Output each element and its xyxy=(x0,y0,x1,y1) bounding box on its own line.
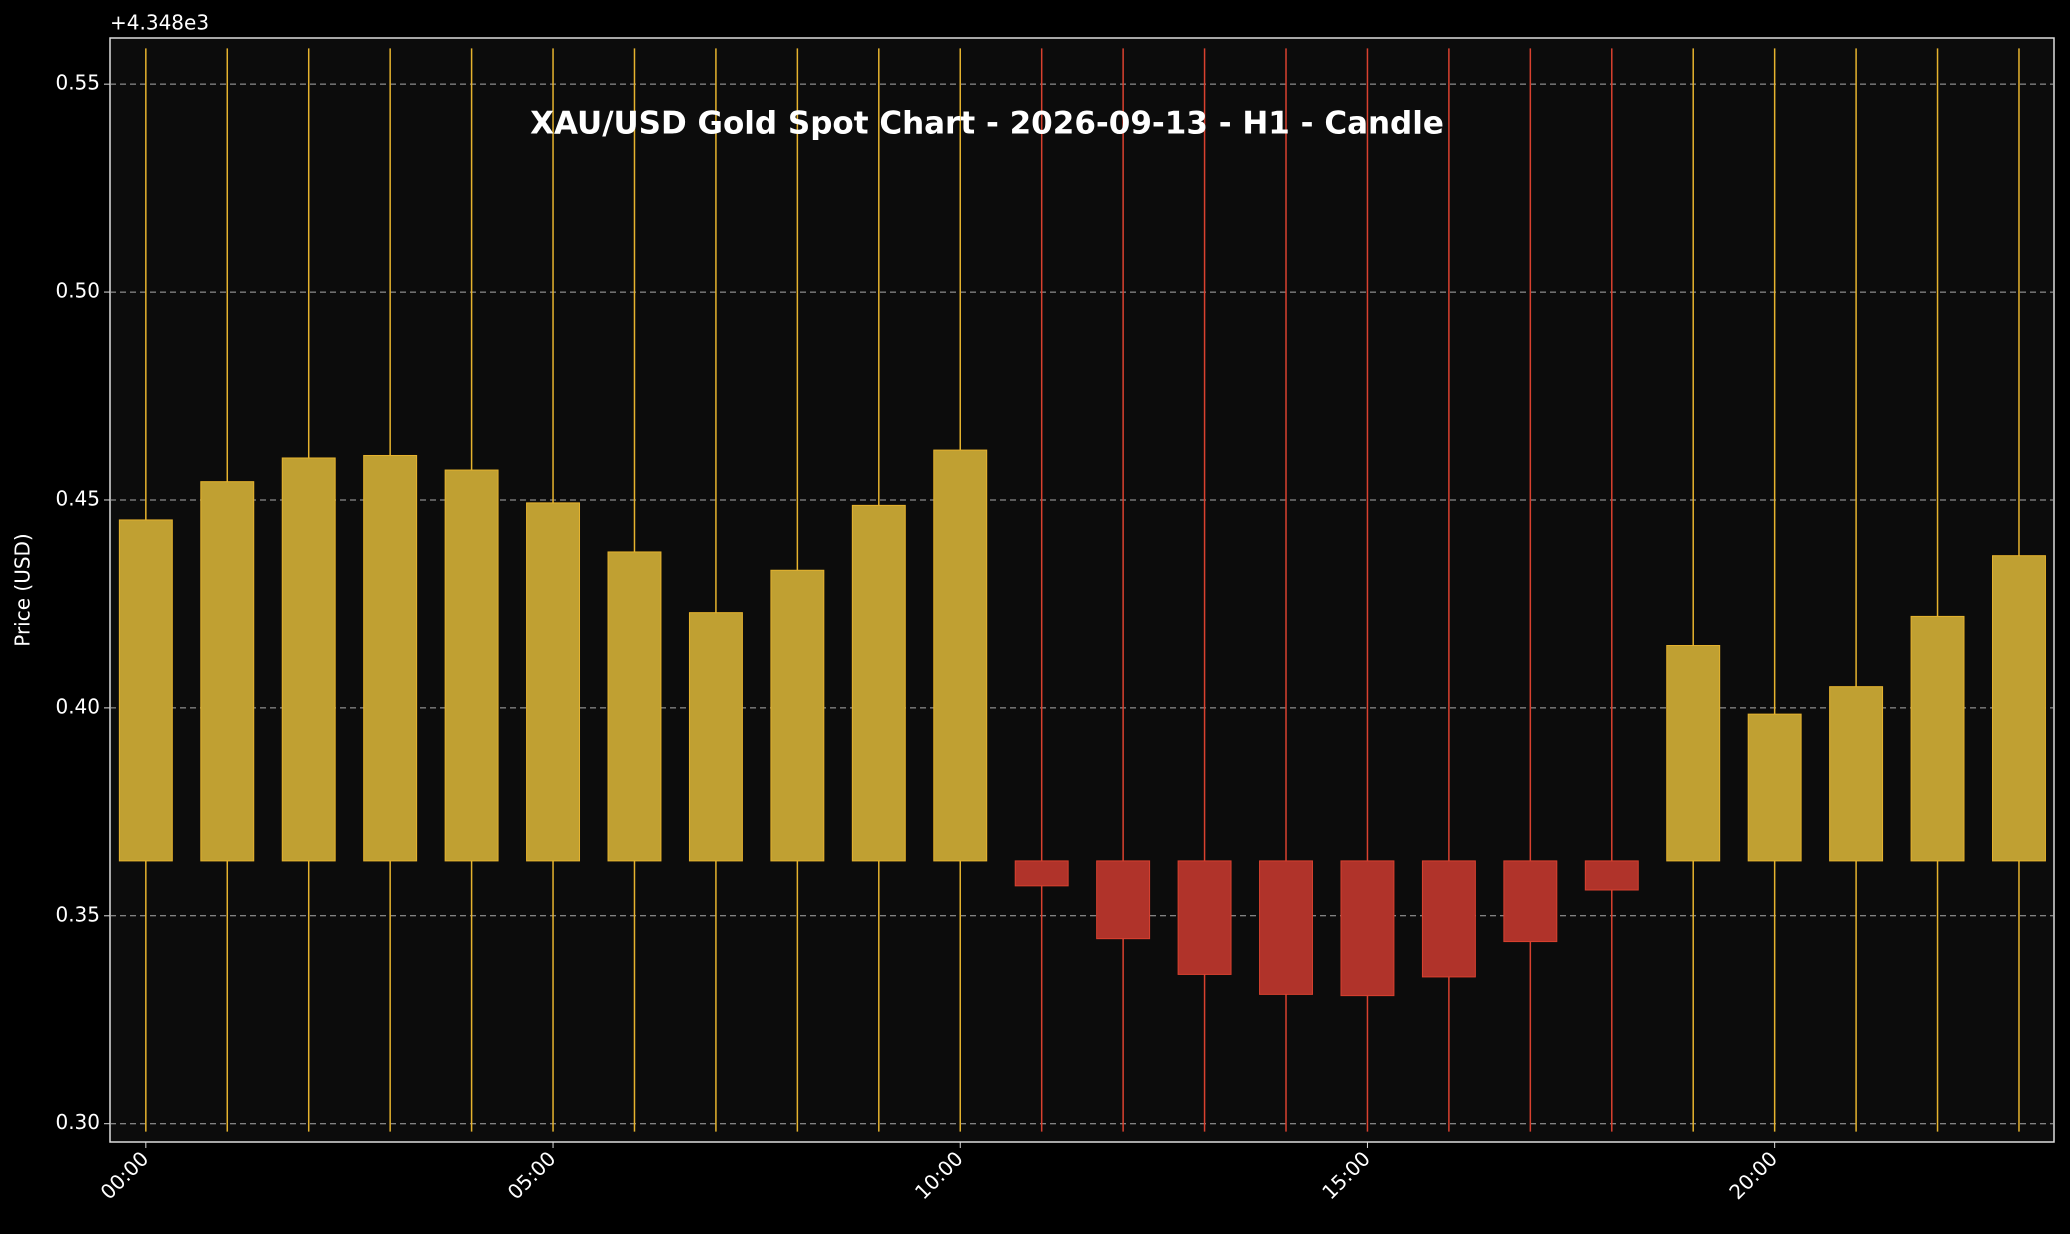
chart-title: XAU/USD Gold Spot Chart - 2026-09-13 - H… xyxy=(530,106,1444,142)
candle-body xyxy=(607,551,662,862)
candle-body xyxy=(851,504,906,862)
candle-body xyxy=(444,469,499,862)
candle-body xyxy=(1829,686,1884,862)
candle-body xyxy=(1096,860,1151,940)
candle-body xyxy=(118,519,173,862)
candle-body xyxy=(363,454,418,862)
candle-body xyxy=(1503,860,1558,943)
y-tick-label: 0.30 xyxy=(55,1110,100,1134)
y-axis-label: Price (USD) xyxy=(11,533,35,647)
y-tick-label: 0.35 xyxy=(55,902,100,926)
candle-body xyxy=(526,502,581,862)
candle-body xyxy=(1992,555,2046,862)
y-tick-label: 0.55 xyxy=(55,71,100,95)
candle-body xyxy=(1177,860,1232,975)
candle-body xyxy=(1259,860,1313,995)
y-tick-label: 0.45 xyxy=(55,486,100,510)
plot-area xyxy=(109,37,2055,1143)
offset-label: +4.348e3 xyxy=(110,11,209,35)
candle-body xyxy=(770,569,825,862)
candle-body xyxy=(1584,860,1639,891)
candle-body xyxy=(933,449,988,862)
candle-body xyxy=(1666,645,1721,862)
candle-body xyxy=(1910,615,1965,862)
candle-body xyxy=(1421,860,1476,978)
candle-body xyxy=(281,457,336,862)
candle-body xyxy=(1014,860,1069,887)
candle-body xyxy=(1340,860,1395,997)
y-tick-label: 0.50 xyxy=(55,279,100,303)
candle-body xyxy=(200,481,255,862)
candle-body xyxy=(688,612,743,862)
candle-body xyxy=(1747,713,1802,862)
y-tick-label: 0.40 xyxy=(55,694,100,718)
